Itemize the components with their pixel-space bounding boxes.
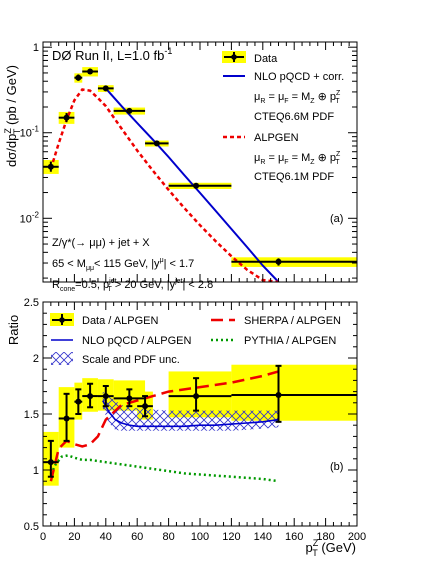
legend-entry-nlo-ratio: NLO pQCD / ALPGEN [51, 335, 191, 347]
bottom-x-ticks: 0 20 40 60 80 100 120 140 160 180 200 [40, 302, 366, 543]
annotation-jet-cut: Rcone=0.5, pjet T > 20 GeV, |yjet| < 2.8 [52, 278, 213, 293]
ratio-data-point [74, 388, 83, 415]
top-y-axis-label: dσ/dpZT (pb / GeV) [3, 65, 22, 167]
svg-text:NLO pQCD + corr.: NLO pQCD + corr. [254, 71, 344, 83]
legend-entry-data: Data [222, 51, 278, 65]
x-axis-label: pZ T (GeV) [305, 538, 356, 558]
bottom-x-tick-label: 200 [348, 531, 366, 543]
bottom-x-tick-label: 100 [191, 531, 209, 543]
scale-pdf-uncertainty-band [102, 391, 279, 431]
panel-label-a: (a) [330, 213, 343, 225]
ratio-data-point [137, 395, 153, 418]
bottom-x-tick-label: 0 [40, 531, 46, 543]
top-data-point [58, 113, 75, 123]
legend-entry-pythia-ratio: PYTHIA / ALPGEN [211, 335, 336, 347]
bottom-x-tick-label: 140 [254, 531, 272, 543]
series-line-alpgen [49, 88, 279, 282]
series-line-sherpa-ratio [49, 370, 279, 482]
svg-text:Scale and PDF unc.: Scale and PDF unc. [82, 354, 180, 366]
legend-entry-sherpa-ratio: SHERPA / ALPGEN [211, 315, 341, 327]
top-data-point [74, 74, 83, 81]
annotation-process: Z/γ*(→ μμ) + jet + X [52, 237, 150, 249]
series-line-pythia-ratio [49, 454, 279, 483]
series-line-nlo [105, 87, 280, 282]
top-panel: 1 10-1 10-2 dσ/dpZT (pb / GeV) DØ Run II, … [3, 41, 358, 293]
legend-entry-uncertainty: Scale and PDF unc. [51, 352, 180, 366]
top-data-point [82, 68, 98, 75]
ratio-data-point [97, 385, 114, 408]
top-y-tick-label: 10-2 [20, 210, 40, 225]
svg-text:Data: Data [254, 53, 278, 65]
top-data-point [97, 85, 114, 92]
bottom-x-tick-label: 80 [162, 531, 174, 543]
bottom-x-tick-label: 60 [131, 531, 143, 543]
svg-text:ALPGEN: ALPGEN [254, 132, 299, 144]
legend-alpgen-pdf: CTEQ6.1M PDF [254, 171, 334, 183]
bottom-y-ticks: 0.5 1 1.5 2 2.5 [24, 297, 357, 533]
series-line-nlo-ratio [102, 400, 279, 428]
bottom-x-tick-label: 160 [285, 531, 303, 543]
ratio-data-point [82, 382, 98, 409]
top-data-point [113, 107, 146, 114]
svg-text:NLO pQCD / ALPGEN: NLO pQCD / ALPGEN [82, 335, 191, 347]
bottom-y-tick-label: 0.5 [24, 521, 39, 533]
top-x-ticks [42, 42, 358, 282]
legend-entry-nlo: NLO pQCD + corr. [223, 71, 344, 83]
bottom-plot-area [43, 364, 357, 486]
ratio-syst-band [168, 371, 232, 418]
panel-label-b: (b) [330, 461, 343, 473]
ratio-data-point [113, 388, 146, 408]
top-y-tick-label: 1 [33, 42, 39, 54]
legend-entry-data-ratio: Data / ALPGEN [50, 313, 158, 327]
top-data-point [231, 258, 357, 266]
bottom-y-tick-label: 2 [33, 353, 39, 365]
top-y-tick-label: 10-1 [20, 125, 40, 140]
ratio-data-point [43, 439, 59, 478]
legend-alpgen-scale: μR = μF = MZ ⊕ pZ T [254, 151, 341, 166]
top-plot-area [43, 67, 357, 282]
bottom-x-tick-label: 120 [222, 531, 240, 543]
bottom-y-tick-label: 1 [33, 465, 39, 477]
bottom-x-tick-label: 40 [100, 531, 112, 543]
bottom-panel: 0 20 40 60 80 100 120 140 160 180 200 0.511.522.5 … [6, 297, 366, 558]
bottom-y-tick-label: 1.5 [24, 409, 39, 421]
legend-nlo-pdf: CTEQ6.6M PDF [254, 111, 334, 123]
top-legend: Data NLO pQCD + corr. μR = μF = MZ ⊕ pZ T… [222, 51, 344, 183]
top-y-ticks: 1 10-1 10-2 [20, 42, 357, 279]
legend-entry-alpgen: ALPGEN [223, 132, 299, 144]
legend-nlo-scale: μR = μF = MZ ⊕ pZ T [254, 90, 341, 105]
bottom-legend: Data / ALPGEN SHERPA / ALPGEN NLO pQCD /… [50, 313, 341, 366]
bottom-x-tick-label: 20 [68, 531, 80, 543]
bottom-y-tick-label: 2.5 [24, 297, 39, 309]
annotation-mass-cut: 65 < Mμμ< 115 GeV, |yμ| < 1.7 [52, 257, 194, 272]
top-data-point [168, 182, 232, 189]
chart-title: DØ Run II, L=1.0 fb-1 [52, 46, 172, 63]
svg-text:PYTHIA / ALPGEN: PYTHIA / ALPGEN [244, 335, 336, 347]
svg-text:Data / ALPGEN: Data / ALPGEN [82, 315, 158, 327]
bottom-x-tick-label: 180 [316, 531, 334, 543]
ratio-data-point [58, 392, 75, 442]
svg-text:SHERPA / ALPGEN: SHERPA / ALPGEN [244, 315, 341, 327]
bottom-y-axis-label: Ratio [6, 315, 21, 345]
ratio-data-point [231, 364, 357, 423]
ratio-data-point [168, 377, 232, 412]
top-data-point [145, 140, 169, 147]
